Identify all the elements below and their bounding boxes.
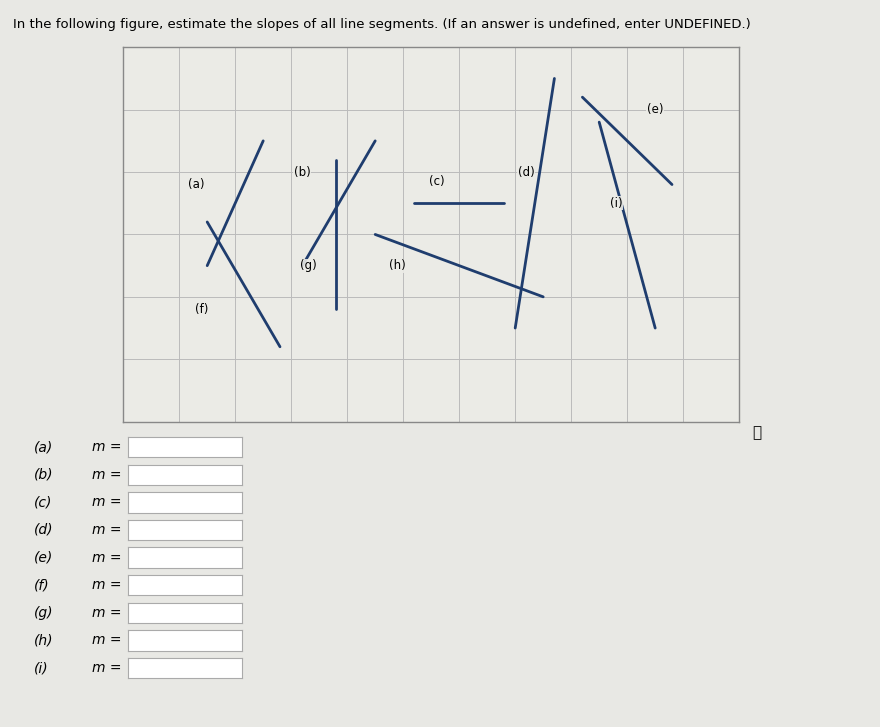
Text: In the following figure, estimate the slopes of all line segments. (If an answer: In the following figure, estimate the sl… bbox=[13, 18, 751, 31]
Text: m =: m = bbox=[92, 661, 122, 675]
Text: m =: m = bbox=[92, 495, 122, 510]
Text: ⓘ: ⓘ bbox=[752, 425, 761, 440]
Text: (h): (h) bbox=[33, 633, 53, 648]
Text: (g): (g) bbox=[33, 606, 53, 620]
Text: (a): (a) bbox=[187, 178, 204, 191]
Text: (g): (g) bbox=[299, 259, 317, 272]
Text: m =: m = bbox=[92, 467, 122, 482]
Text: m =: m = bbox=[92, 550, 122, 565]
Text: m =: m = bbox=[92, 606, 122, 620]
Text: m =: m = bbox=[92, 523, 122, 537]
Text: (d): (d) bbox=[33, 523, 53, 537]
Text: m =: m = bbox=[92, 578, 122, 593]
Text: (a): (a) bbox=[33, 440, 53, 454]
Text: (f): (f) bbox=[33, 578, 49, 593]
Text: (b): (b) bbox=[294, 166, 311, 179]
Text: (c): (c) bbox=[429, 175, 444, 188]
Text: (d): (d) bbox=[518, 166, 535, 179]
Text: (h): (h) bbox=[389, 259, 406, 272]
Text: m =: m = bbox=[92, 633, 122, 648]
Text: m =: m = bbox=[92, 440, 122, 454]
Text: (f): (f) bbox=[194, 303, 209, 316]
Text: (c): (c) bbox=[33, 495, 52, 510]
Text: (i): (i) bbox=[33, 661, 48, 675]
Text: (b): (b) bbox=[33, 467, 53, 482]
Text: (e): (e) bbox=[33, 550, 53, 565]
Text: (e): (e) bbox=[647, 103, 664, 116]
Text: (i): (i) bbox=[610, 197, 622, 210]
